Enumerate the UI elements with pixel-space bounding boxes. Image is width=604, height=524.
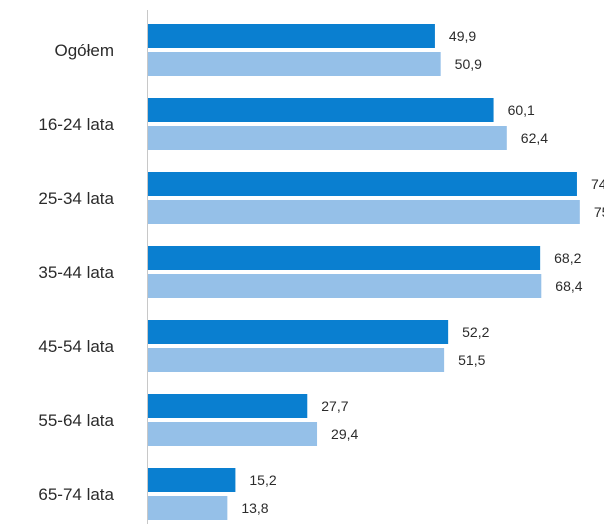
- bar-series-1: [148, 320, 449, 344]
- bars-group: [148, 24, 580, 520]
- value-label: 60,1: [508, 102, 535, 118]
- bar-series-1: [148, 468, 236, 492]
- value-label: 29,4: [331, 426, 358, 442]
- value-label: 13,8: [241, 500, 268, 516]
- bar-series-1: [148, 98, 494, 122]
- category-label: 35-44 lata: [38, 263, 114, 282]
- value-label: 15,2: [249, 472, 276, 488]
- bar-series-2: [148, 274, 542, 298]
- category-label: 25-34 lata: [38, 189, 114, 208]
- value-label: 49,9: [449, 28, 476, 44]
- value-label: 50,9: [455, 56, 482, 72]
- bar-series-1: [148, 394, 308, 418]
- category-label: 16-24 lata: [38, 115, 114, 134]
- bar-series-1: [148, 172, 577, 196]
- category-label: 65-74 lata: [38, 485, 114, 504]
- bar-series-2: [148, 52, 441, 76]
- bar-series-2: [148, 126, 507, 150]
- value-label: 27,7: [321, 398, 348, 414]
- bar-series-1: [148, 246, 541, 270]
- bar-series-2: [148, 348, 445, 372]
- labels-group: Ogółem 49,9 50,9 16-24 lata 60,1 62,4 25-34 la…: [38, 28, 604, 516]
- value-label: 62,4: [521, 130, 548, 146]
- value-label: 68,2: [554, 250, 581, 266]
- bar-series-2: [148, 496, 228, 520]
- bar-series-2: [148, 200, 580, 224]
- value-label: 52,2: [462, 324, 489, 340]
- bar-series-1: [148, 24, 435, 48]
- value-label: 68,4: [555, 278, 582, 294]
- category-label: Ogółem: [54, 41, 114, 60]
- value-label: 51,5: [458, 352, 485, 368]
- value-label: 75,1: [594, 204, 604, 220]
- category-label: 45-54 lata: [38, 337, 114, 356]
- bar-series-2: [148, 422, 318, 446]
- value-label: 74,6: [591, 176, 604, 192]
- category-label: 55-64 lata: [38, 411, 114, 430]
